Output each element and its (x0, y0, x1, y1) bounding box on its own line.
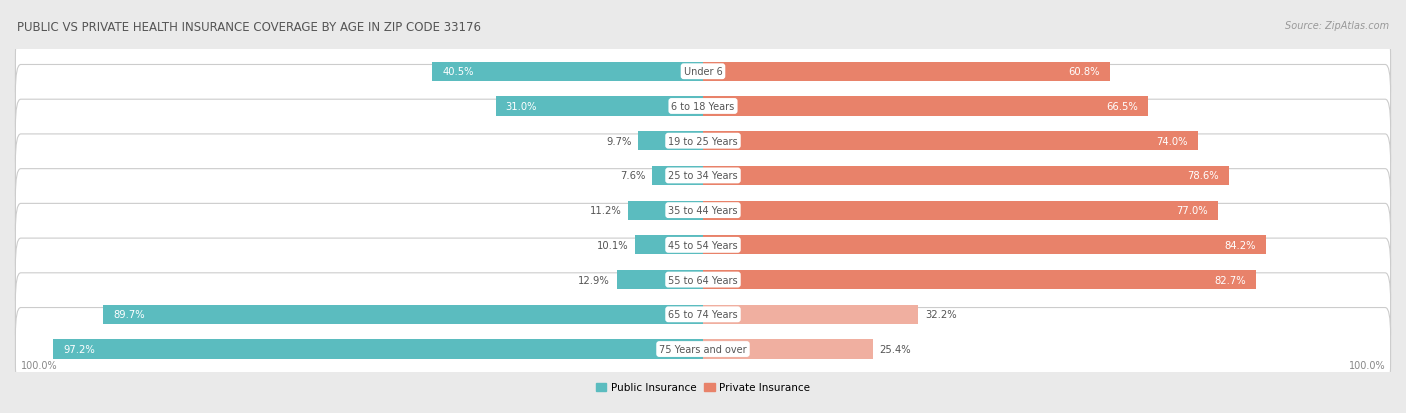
Bar (628, 201, 703, 220)
Text: 89.7%: 89.7% (112, 310, 145, 320)
Text: 65 to 74 Years: 65 to 74 Years (668, 310, 738, 320)
Bar (703, 132, 1198, 151)
Text: 60.8%: 60.8% (1069, 67, 1099, 77)
Bar (703, 201, 1218, 220)
Text: 75 Years and over: 75 Years and over (659, 344, 747, 354)
Bar (53, 339, 703, 359)
FancyBboxPatch shape (15, 169, 1391, 252)
Text: 19 to 25 Years: 19 to 25 Years (668, 136, 738, 146)
Text: 9.7%: 9.7% (606, 136, 631, 146)
Bar (652, 166, 703, 185)
Text: 100.0%: 100.0% (21, 360, 58, 370)
Text: Under 6: Under 6 (683, 67, 723, 77)
Text: 25.4%: 25.4% (880, 344, 911, 354)
Text: 97.2%: 97.2% (63, 344, 94, 354)
Text: 6 to 18 Years: 6 to 18 Years (672, 102, 734, 112)
FancyBboxPatch shape (15, 239, 1391, 321)
Bar (703, 339, 873, 359)
Bar (703, 305, 918, 324)
Bar (636, 236, 703, 255)
Text: 82.7%: 82.7% (1215, 275, 1246, 285)
Bar (703, 62, 1109, 82)
Bar (703, 97, 1147, 116)
FancyBboxPatch shape (15, 31, 1391, 114)
Text: 32.2%: 32.2% (925, 310, 956, 320)
Text: 84.2%: 84.2% (1225, 240, 1256, 250)
Text: 66.5%: 66.5% (1107, 102, 1137, 112)
Text: 77.0%: 77.0% (1177, 206, 1208, 216)
FancyBboxPatch shape (15, 100, 1391, 183)
Bar (638, 132, 703, 151)
Bar (703, 271, 1256, 290)
FancyBboxPatch shape (15, 204, 1391, 287)
FancyBboxPatch shape (15, 273, 1391, 356)
Bar (103, 305, 703, 324)
Text: 40.5%: 40.5% (441, 67, 474, 77)
Text: 12.9%: 12.9% (578, 275, 610, 285)
Text: PUBLIC VS PRIVATE HEALTH INSURANCE COVERAGE BY AGE IN ZIP CODE 33176: PUBLIC VS PRIVATE HEALTH INSURANCE COVER… (17, 21, 481, 33)
Text: 11.2%: 11.2% (589, 206, 621, 216)
Text: 31.0%: 31.0% (506, 102, 537, 112)
Text: Source: ZipAtlas.com: Source: ZipAtlas.com (1285, 21, 1389, 31)
Text: 35 to 44 Years: 35 to 44 Years (668, 206, 738, 216)
Bar (703, 236, 1267, 255)
Text: 74.0%: 74.0% (1156, 136, 1188, 146)
Text: 7.6%: 7.6% (620, 171, 645, 181)
Text: 10.1%: 10.1% (598, 240, 628, 250)
FancyBboxPatch shape (15, 65, 1391, 148)
Text: 100.0%: 100.0% (1348, 360, 1385, 370)
Bar (432, 62, 703, 82)
Bar (703, 166, 1229, 185)
Text: 78.6%: 78.6% (1187, 171, 1219, 181)
Legend: Public Insurance, Private Insurance: Public Insurance, Private Insurance (596, 382, 810, 392)
Text: 45 to 54 Years: 45 to 54 Years (668, 240, 738, 250)
FancyBboxPatch shape (15, 308, 1391, 391)
Text: 55 to 64 Years: 55 to 64 Years (668, 275, 738, 285)
Bar (496, 97, 703, 116)
Text: 25 to 34 Years: 25 to 34 Years (668, 171, 738, 181)
Bar (617, 271, 703, 290)
FancyBboxPatch shape (15, 135, 1391, 217)
